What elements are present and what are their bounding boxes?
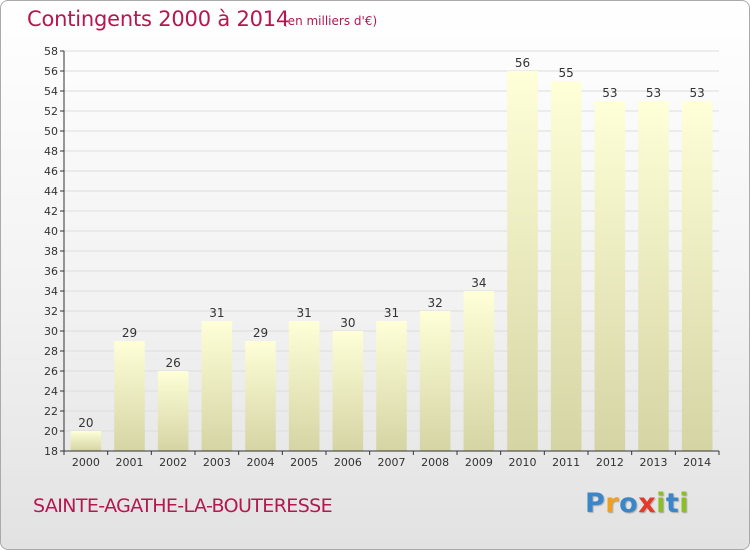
y-tick-label: 56 <box>44 65 58 78</box>
bar <box>288 321 320 451</box>
axes <box>60 50 720 455</box>
x-tick-label: 2003 <box>203 456 231 469</box>
logo-letter: x <box>638 488 657 519</box>
bar-value-label: 29 <box>253 326 268 340</box>
y-tick-label: 48 <box>44 145 58 158</box>
bar-value-label: 20 <box>78 416 93 430</box>
x-tick-label: 2000 <box>72 456 100 469</box>
bar-value-label: 56 <box>515 56 530 70</box>
x-tick-label: 2013 <box>640 456 668 469</box>
x-tick-label: 2006 <box>334 456 362 469</box>
y-tick-label: 38 <box>44 245 58 258</box>
y-tick-label: 22 <box>44 405 58 418</box>
y-tick-label: 36 <box>44 265 58 278</box>
y-tick-label: 30 <box>44 325 58 338</box>
bar-value-label: 26 <box>166 356 181 370</box>
bar <box>114 341 145 451</box>
bar <box>463 291 495 451</box>
x-tick-label: 2005 <box>290 456 318 469</box>
logo-letter: r <box>605 488 620 519</box>
y-tick-label: 50 <box>44 125 58 138</box>
x-tick-label: 2001 <box>116 456 144 469</box>
x-tick-label: 2012 <box>596 456 624 469</box>
x-tick-label: 2004 <box>247 456 275 469</box>
x-tick-label: 2002 <box>159 456 187 469</box>
y-tick-label: 32 <box>44 305 58 318</box>
y-tick-label: 54 <box>44 85 58 98</box>
chart-unit: (en milliers d'€) <box>283 14 378 28</box>
y-tick-label: 46 <box>44 165 58 178</box>
bar-value-label: 31 <box>209 306 224 320</box>
bar <box>332 331 364 451</box>
y-tick-label: 20 <box>44 425 58 438</box>
y-tick-label: 42 <box>44 205 58 218</box>
bar <box>550 81 582 451</box>
bar <box>681 101 713 451</box>
y-tick-label: 24 <box>44 385 58 398</box>
y-tick-label: 58 <box>44 45 58 58</box>
logo-letter: i <box>679 488 690 519</box>
bar-value-label: 30 <box>340 316 355 330</box>
y-tick-label: 18 <box>44 445 58 458</box>
bar-value-label: 55 <box>559 66 574 80</box>
x-tick-label: 2009 <box>465 456 493 469</box>
bar <box>201 321 233 451</box>
bar <box>507 71 538 451</box>
bar-value-label: 53 <box>690 86 705 100</box>
bar <box>638 101 669 451</box>
logo-letter: P <box>585 488 606 519</box>
bars <box>70 71 713 451</box>
proxiti-logo: Proxiti <box>585 488 689 519</box>
bar <box>419 311 451 451</box>
bar-value-label: 32 <box>428 296 443 310</box>
bar <box>70 431 102 451</box>
bar-value-label: 31 <box>297 306 312 320</box>
bar <box>376 321 407 451</box>
commune-name: SAINTE-AGATHE-LA-BOUTERESSE <box>33 495 333 517</box>
x-tick-label: 2008 <box>421 456 449 469</box>
bar <box>157 371 189 451</box>
y-tick-label: 52 <box>44 105 58 118</box>
y-tick-label: 40 <box>44 225 58 238</box>
labels: 18 20 22 24 26 28 30 32 34 36 38 40 42 44 46 48 50 52 54 56… <box>44 45 711 469</box>
bar-value-label: 53 <box>646 86 661 100</box>
y-tick-label: 34 <box>44 285 58 298</box>
chart-title: Contingents 2000 à 2014 <box>27 7 290 31</box>
x-tick-label: 2010 <box>509 456 537 469</box>
logo-letter: t <box>665 488 680 519</box>
bar-value-label: 31 <box>384 306 399 320</box>
y-tick-label: 28 <box>44 345 58 358</box>
y-tick-label: 44 <box>44 185 58 198</box>
bar <box>245 341 276 451</box>
y-tick-label: 26 <box>44 365 58 378</box>
logo-letter: o <box>619 488 639 519</box>
x-tick-label: 2014 <box>683 456 711 469</box>
bar-value-label: 53 <box>602 86 617 100</box>
bar <box>594 101 626 451</box>
x-tick-label: 2007 <box>378 456 406 469</box>
bar-value-label: 29 <box>122 326 137 340</box>
bar-value-label: 34 <box>471 276 486 290</box>
logo-letter: i <box>656 488 666 519</box>
x-tick-label: 2011 <box>552 456 580 469</box>
